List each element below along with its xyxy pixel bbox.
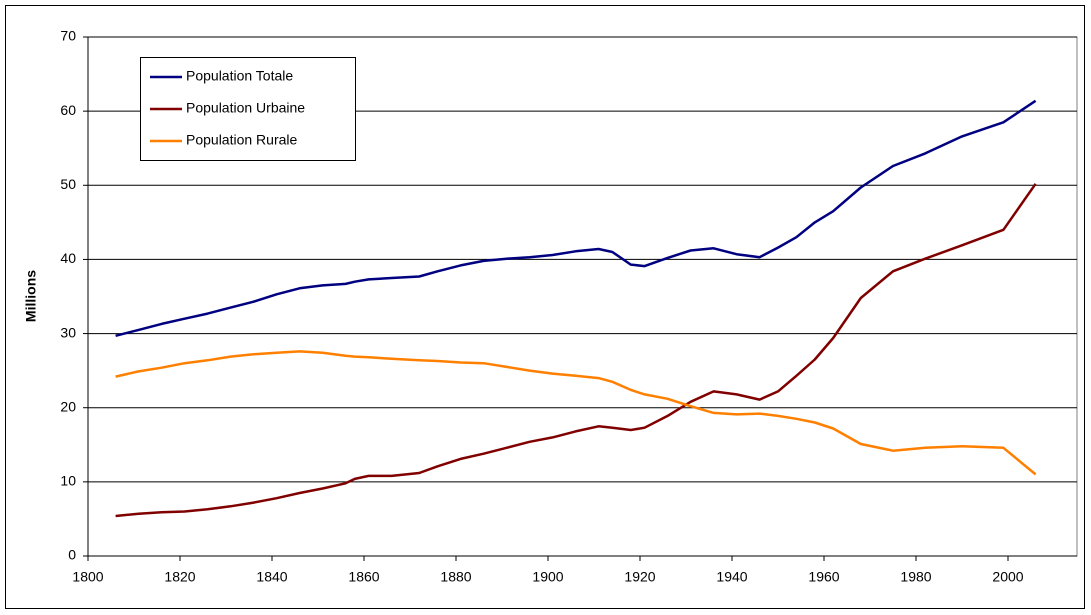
x-tick-label: 1820	[164, 569, 195, 585]
y-tick-label: 70	[60, 28, 76, 44]
legend-label: Population Totale	[186, 68, 293, 84]
x-tick-label: 1860	[348, 569, 379, 585]
legend-label: Population Rurale	[186, 132, 298, 148]
y-tick-label: 10	[60, 473, 76, 489]
y-tick-label: 20	[60, 398, 76, 414]
x-tick-label: 1940	[716, 569, 747, 585]
x-tick-label: 1880	[440, 569, 471, 585]
x-tick-label: 1800	[72, 569, 103, 585]
y-tick-label: 0	[68, 547, 76, 563]
x-tick-label: 1960	[808, 569, 839, 585]
y-tick-label: 40	[60, 250, 76, 266]
series-line	[115, 99, 1037, 338]
y-tick-label: 30	[60, 324, 76, 340]
x-tick-label: 1840	[256, 569, 287, 585]
y-tick-label: 50	[60, 176, 76, 192]
x-tick-label: 1980	[900, 569, 931, 585]
y-tick-label: 60	[60, 102, 76, 118]
legend-label: Population Urbaine	[186, 100, 305, 116]
x-tick-label: 1920	[624, 569, 655, 585]
legend: Population Totale Population Urbaine Popul…	[140, 57, 356, 161]
y-axis-label: Millions	[23, 270, 39, 322]
lines	[115, 99, 1037, 518]
x-tick-label: 2000	[992, 569, 1023, 585]
grid: 0 10 20 30 40 50 60 70 1800 1820 1840 1860 1880 1900 1…	[60, 28, 1077, 585]
series-line	[115, 350, 1037, 476]
series-line	[115, 183, 1037, 518]
x-tick-label: 1900	[532, 569, 563, 585]
